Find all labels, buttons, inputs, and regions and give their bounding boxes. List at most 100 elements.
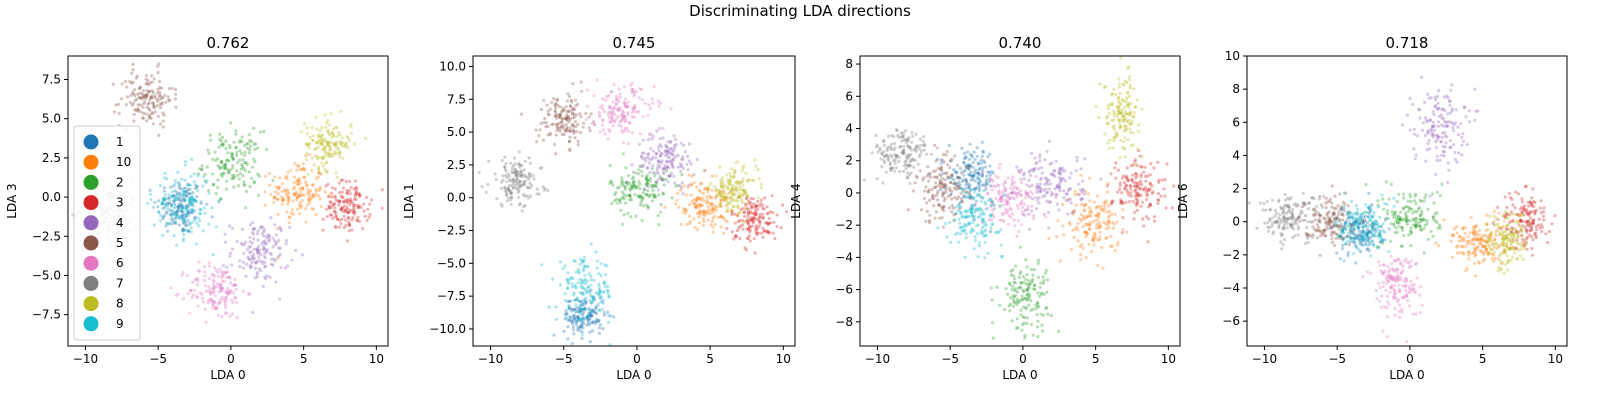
scatter-point [211,172,215,176]
scatter-point [288,216,292,220]
scatter-point [336,146,340,150]
scatter-point [734,189,738,193]
scatter-point [252,157,256,161]
scatter-point [970,227,974,231]
scatter-point [719,178,723,182]
scatter-point [545,121,549,125]
scatter-point [1134,181,1138,185]
scatter-point [195,184,200,188]
scatter-point [674,202,678,206]
scatter-point [230,247,235,251]
scatter-point [1063,169,1067,173]
scatter-point [342,210,346,214]
scatter-point [361,226,365,231]
scatter-point [651,188,655,192]
scatter-point [1134,163,1138,167]
scatter-point [630,177,635,181]
scatter-point [949,193,953,197]
scatter-point [1120,231,1124,235]
scatter-point [349,197,353,201]
scatter-point [1132,111,1136,115]
scatter-point [1343,223,1347,227]
scatter-point [630,186,635,191]
scatter-point [1009,269,1013,273]
scatter-point [1010,178,1014,182]
scatter-point [1031,307,1035,311]
scatter-point [1088,176,1092,181]
scatter-point [590,313,594,317]
scatter-point [747,178,751,182]
scatter-point [1140,183,1144,187]
scatter-point [891,166,895,170]
scatter-point [194,277,198,281]
scatter-point [1107,209,1112,214]
scatter-point [668,174,673,178]
scatter-point [574,125,578,129]
scatter-point [1036,275,1040,279]
scatter-point [719,182,723,187]
scatter-point [1338,234,1342,238]
scatter-point [1039,281,1043,285]
scatter-point [1467,250,1471,255]
scatter-point [344,218,348,222]
scatter-point [967,166,971,170]
scatter-point [905,138,909,142]
scatter-point [337,203,341,207]
scatter-point [297,193,301,197]
scatter-point [1024,192,1029,196]
scatter-point [1057,184,1061,188]
scatter-point [568,129,572,133]
scatter-point [252,227,256,231]
scatter-point [184,220,188,224]
scatter-point [232,291,236,295]
scatter-point [969,206,973,210]
scatter-point [632,92,637,96]
scatter-point [581,322,586,326]
scatter-point [662,172,666,176]
scatter-point [719,204,723,208]
scatter-point [632,115,636,119]
scatter-point [1128,122,1132,126]
scatter-point [1027,282,1031,286]
scatter-point [978,184,982,188]
scatter-point [172,199,176,203]
scatter-point [1058,178,1062,183]
scatter-point [331,131,335,135]
scatter-point [347,222,351,226]
scatter-point [334,144,338,149]
scatter-point [1036,319,1040,323]
scatter-point [620,190,625,194]
scatter-point [1357,225,1361,230]
scatter-point [960,197,964,201]
scatter-point [217,283,221,287]
scatter-point [506,196,510,200]
scatter-point [1355,246,1359,250]
scatter-point [1026,289,1030,293]
scatter-point [329,112,333,116]
scatter-point [233,296,237,300]
scatter-point [248,251,252,255]
scatter-point [1082,230,1086,234]
scatter-point [1414,225,1418,230]
scatter-point [989,203,993,207]
scatter-point [139,103,143,107]
scatter-point [248,144,253,148]
scatter-point [632,183,636,187]
scatter-point [713,184,717,188]
scatter-point [603,110,607,114]
scatter-point [1015,204,1020,208]
scatter-point [234,146,238,150]
scatter-point [639,200,643,204]
scatter-point [188,221,192,225]
scatter-point [738,237,742,241]
scatter-point [558,114,562,118]
scatter-point [1036,305,1041,309]
scatter-point [1117,118,1121,122]
scatter-point [911,189,916,193]
scatter-point [560,118,564,122]
scatter-point [717,188,722,193]
scatter-point [326,140,330,144]
scatter-point [1492,238,1496,242]
scatter-point [162,189,166,193]
scatter-point [652,85,656,89]
